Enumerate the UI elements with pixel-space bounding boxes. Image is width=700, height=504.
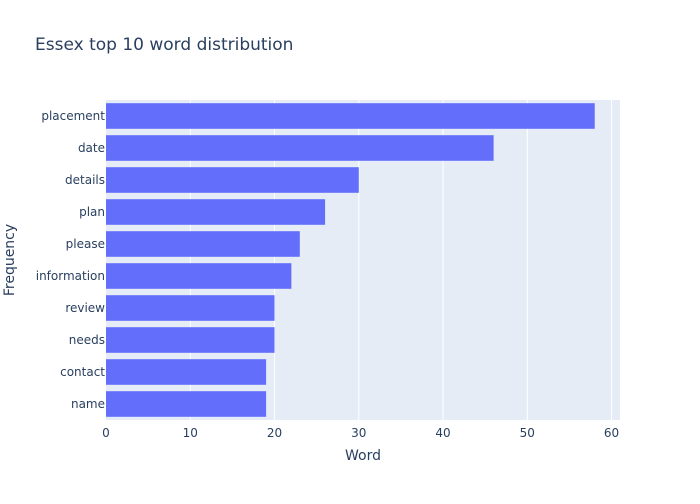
x-axis-title: Word [345, 448, 381, 464]
bar-information [106, 263, 292, 289]
y-tick-label: plan [79, 205, 105, 219]
bar-plan [106, 199, 326, 225]
x-tick-label: 10 [183, 426, 198, 440]
x-tick-label: 20 [267, 426, 282, 440]
bar-contact [106, 359, 267, 385]
bar-name [106, 391, 267, 417]
bars [106, 103, 595, 417]
x-tick-label: 30 [351, 426, 366, 440]
y-tick-labels: placement date details plan please informatio… [36, 109, 106, 411]
x-tick-label: 50 [520, 426, 535, 440]
y-tick-label: information [36, 269, 105, 283]
y-tick-label: review [65, 301, 105, 315]
y-tick-label: please [66, 237, 105, 251]
bar-please [106, 231, 300, 257]
y-tick-label: name [71, 397, 105, 411]
y-tick-label: placement [41, 109, 105, 123]
x-tick-label: 60 [604, 426, 619, 440]
bar-details [106, 167, 359, 193]
y-tick-label: contact [60, 365, 105, 379]
bar-date [106, 135, 494, 161]
y-axis-title: Frequency [2, 224, 18, 296]
bar-needs [106, 327, 275, 353]
y-tick-label: date [78, 141, 105, 155]
x-tick-labels: 0 10 20 30 40 50 60 [102, 426, 619, 440]
x-tick-label: 40 [435, 426, 450, 440]
y-tick-label: needs [69, 333, 105, 347]
chart-title: Essex top 10 word distribution [35, 35, 293, 55]
x-tick-label: 0 [102, 426, 110, 440]
bar-placement [106, 103, 595, 129]
y-tick-label: details [65, 173, 105, 187]
bar-review [106, 295, 275, 321]
